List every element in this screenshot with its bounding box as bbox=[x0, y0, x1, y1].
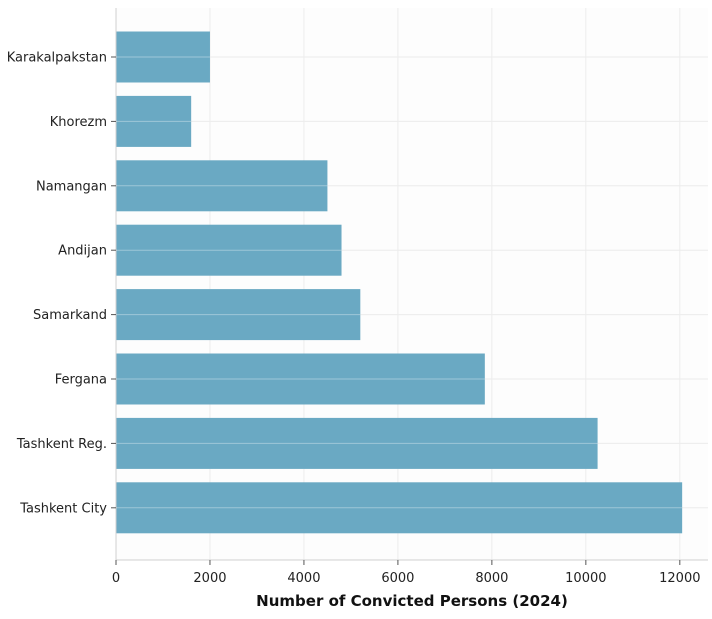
bar-namangan bbox=[116, 160, 328, 212]
y-axis-categories: Karakalpakstan Khorezm Namangan Andijan Sama… bbox=[7, 51, 116, 516]
bar-samarkand bbox=[116, 289, 361, 341]
bar-tashkent-reg bbox=[116, 417, 598, 469]
x-tick-label: 6000 bbox=[381, 571, 414, 586]
x-tick-label: 4000 bbox=[287, 571, 320, 586]
x-tick-label: 10000 bbox=[565, 571, 606, 586]
x-tick-label: 8000 bbox=[475, 571, 508, 586]
y-category-label: Samarkand bbox=[33, 308, 107, 323]
y-category-label: Tashkent Reg. bbox=[16, 437, 107, 452]
bar-karakalpakstan bbox=[116, 31, 210, 83]
x-axis-title: Number of Convicted Persons (2024) bbox=[256, 592, 568, 610]
x-axis-ticks: 0 2000 4000 6000 8000 10000 12000 bbox=[112, 560, 700, 586]
x-tick-label: 12000 bbox=[659, 571, 700, 586]
y-category-label: Andijan bbox=[58, 244, 107, 259]
y-category-label: Namangan bbox=[36, 179, 107, 194]
x-tick-label: 2000 bbox=[193, 571, 226, 586]
x-tick-label: 0 bbox=[112, 571, 120, 586]
y-category-label: Karakalpakstan bbox=[7, 51, 107, 66]
bar-khorezm bbox=[116, 95, 192, 147]
plot-background bbox=[116, 8, 708, 560]
bar-tashkent-city bbox=[116, 482, 683, 534]
bar-andijan bbox=[116, 224, 342, 276]
y-category-label: Khorezm bbox=[50, 115, 107, 130]
y-category-label: Fergana bbox=[55, 373, 107, 388]
bars bbox=[116, 31, 683, 534]
y-category-label: Tashkent City bbox=[19, 501, 107, 516]
bar-fergana bbox=[116, 353, 485, 405]
